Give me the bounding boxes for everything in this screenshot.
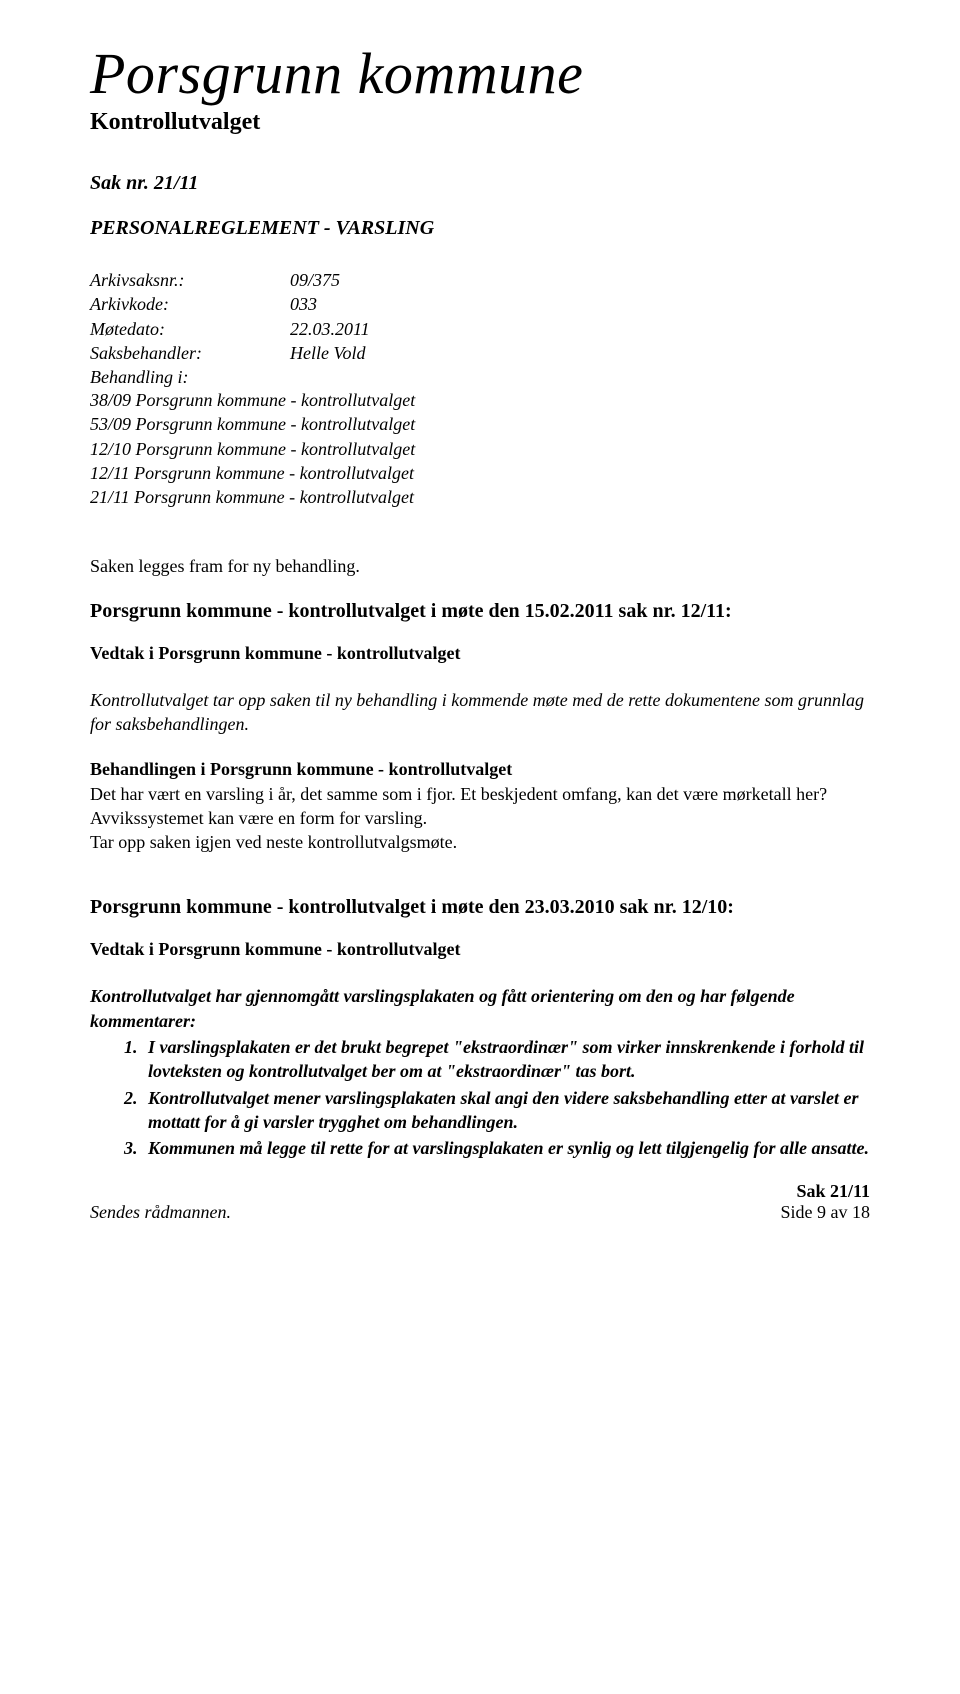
meta-label: Arkivsaksnr.: — [90, 268, 290, 292]
numbered-list: I varslingsplakaten er det brukt begrepe… — [90, 1035, 870, 1160]
behandling-list: 38/09 Porsgrunn kommune - kontrollutvalg… — [90, 388, 870, 509]
behandling-item: 12/10 Porsgrunn kommune - kontrollutvalg… — [90, 437, 870, 461]
meta-value: 09/375 — [290, 268, 340, 292]
vedtak-label: Vedtak i Porsgrunn kommune - kontrollutv… — [90, 643, 870, 664]
list-item: I varslingsplakaten er det brukt begrepe… — [142, 1035, 870, 1084]
meta-label: Arkivkode: — [90, 292, 290, 316]
section-heading-1: Porsgrunn kommune - kontrollutvalget i m… — [90, 600, 870, 623]
meta-label: Saksbehandler: — [90, 341, 290, 365]
meta-value: Helle Vold — [290, 341, 365, 365]
footer-sak: Sak 21/11 — [781, 1181, 871, 1202]
behandling-item: 12/11 Porsgrunn kommune - kontrollutvalg… — [90, 461, 870, 485]
behandlingen-paragraph: Det har vært en varsling i år, det samme… — [90, 782, 870, 855]
section-heading-2: Porsgrunn kommune - kontrollutvalget i m… — [90, 896, 870, 919]
intro-paragraph: Saken legges fram for ny behandling. — [90, 554, 870, 578]
list-item: Kontrollutvalget mener varslingsplakaten… — [142, 1086, 870, 1135]
org-subtitle: Kontrollutvalget — [90, 109, 870, 136]
behandling-label: Behandling i: — [90, 367, 870, 388]
meta-block: Arkivsaksnr.: 09/375 Arkivkode: 033 Møte… — [90, 268, 870, 365]
case-number: Sak nr. 21/11 — [90, 172, 870, 195]
behandlingen-label: Behandlingen i Porsgrunn kommune - kontr… — [90, 759, 870, 780]
footer-right: Sak 21/11 Side 9 av 18 — [781, 1181, 871, 1223]
document-heading: PERSONALREGLEMENT - VARSLING — [90, 217, 870, 240]
meta-row: Arkivsaksnr.: 09/375 — [90, 268, 870, 292]
sendes-text: Sendes rådmannen. — [90, 1202, 231, 1223]
list-item: Kommunen må legge til rette for at varsl… — [142, 1136, 870, 1160]
footer-page: Side 9 av 18 — [781, 1202, 871, 1223]
vedtak-label-2: Vedtak i Porsgrunn kommune - kontrollutv… — [90, 939, 870, 960]
meta-value: 22.03.2011 — [290, 317, 370, 341]
meta-row: Saksbehandler: Helle Vold — [90, 341, 870, 365]
org-title: Porsgrunn kommune — [90, 40, 870, 107]
behandling-item: 38/09 Porsgrunn kommune - kontrollutvalg… — [90, 388, 870, 412]
behandling-item: 53/09 Porsgrunn kommune - kontrollutvalg… — [90, 412, 870, 436]
section1-paragraph: Kontrollutvalget tar opp saken til ny be… — [90, 688, 870, 737]
behandling-item: 21/11 Porsgrunn kommune - kontrollutvalg… — [90, 485, 870, 509]
meta-label: Møtedato: — [90, 317, 290, 341]
kommentar-intro: Kontrollutvalget har gjennomgått varslin… — [90, 984, 870, 1033]
meta-value: 033 — [290, 292, 317, 316]
meta-row: Arkivkode: 033 — [90, 292, 870, 316]
meta-row: Møtedato: 22.03.2011 — [90, 317, 870, 341]
footer: Sendes rådmannen. Sak 21/11 Side 9 av 18 — [90, 1181, 870, 1223]
